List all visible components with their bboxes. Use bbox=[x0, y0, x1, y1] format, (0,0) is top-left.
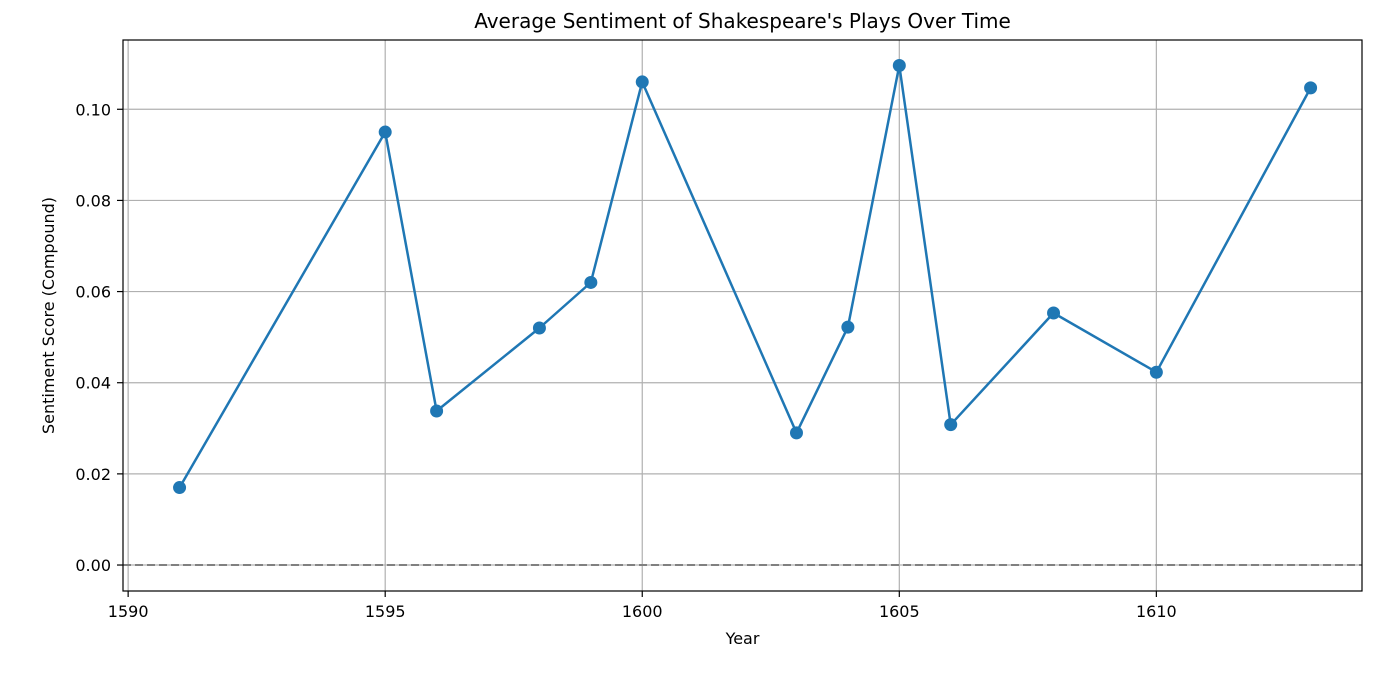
y-axis-label: Sentiment Score (Compound) bbox=[39, 197, 58, 434]
data-point bbox=[635, 75, 649, 89]
y-tick-label: 0.06 bbox=[75, 283, 111, 302]
grid-lines bbox=[123, 40, 1362, 591]
y-tick-label: 0.00 bbox=[75, 556, 111, 575]
data-point bbox=[841, 320, 855, 334]
y-tick-label: 0.02 bbox=[75, 465, 111, 484]
data-point bbox=[789, 426, 803, 440]
plot-frame bbox=[122, 39, 1363, 592]
x-tick-label: 1605 bbox=[879, 602, 920, 621]
y-tick-label: 0.10 bbox=[75, 100, 111, 119]
y-axis-ticks: 0.00 0.02 0.04 0.06 0.08 0.10 bbox=[75, 100, 123, 575]
y-tick-label: 0.08 bbox=[75, 191, 111, 210]
data-point bbox=[1047, 306, 1061, 320]
chart-title: Average Sentiment of Shakespeare's Plays… bbox=[474, 9, 1011, 33]
x-tick-label: 1595 bbox=[365, 602, 406, 621]
data-point bbox=[430, 404, 444, 418]
data-point bbox=[584, 275, 598, 289]
series-line bbox=[178, 64, 1312, 489]
data-point bbox=[532, 321, 546, 335]
data-point bbox=[892, 59, 906, 73]
x-tick-label: 1600 bbox=[622, 602, 663, 621]
data-point bbox=[1304, 81, 1318, 95]
data-point bbox=[378, 125, 392, 139]
y-tick-label: 0.04 bbox=[75, 374, 111, 393]
data-point bbox=[1149, 365, 1163, 379]
x-tick-label: 1610 bbox=[1136, 602, 1177, 621]
x-axis-label: Year bbox=[725, 629, 760, 648]
x-axis-ticks: 1590 1595 1600 1605 1610 bbox=[108, 591, 1177, 621]
data-point bbox=[173, 481, 187, 495]
series-group bbox=[173, 59, 1318, 495]
x-tick-label: 1590 bbox=[108, 602, 149, 621]
data-point bbox=[944, 418, 958, 432]
